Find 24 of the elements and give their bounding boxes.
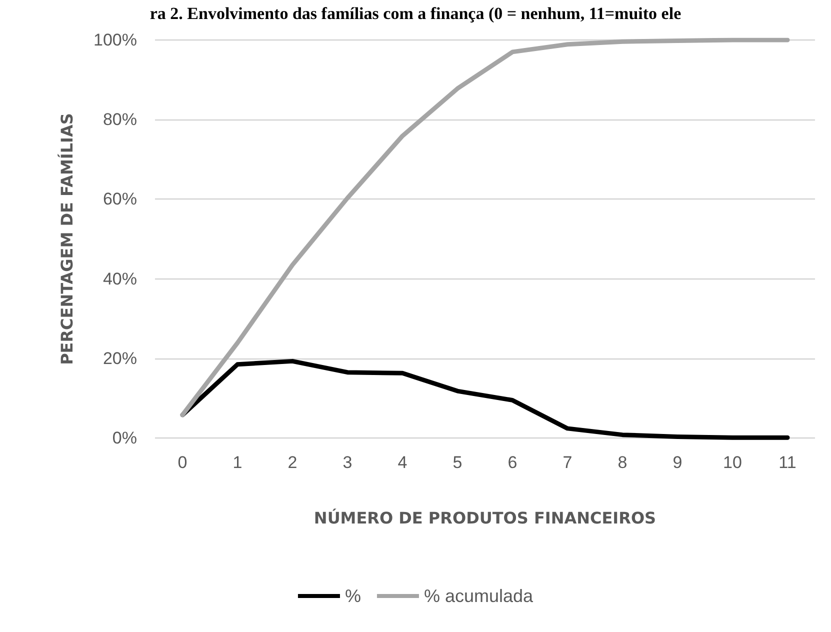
- y-tick-label: 100%: [94, 30, 137, 50]
- chart-title: ra 2. Envolvimento das famílias com a finança (0 = nenhum, 11=muito ele: [150, 4, 682, 23]
- x-tick-label: 4: [398, 453, 408, 472]
- y-tick-label: 0%: [112, 428, 137, 448]
- x-tick-label: 6: [508, 453, 518, 472]
- legend-label: %: [344, 586, 361, 606]
- y-tick-label: 60%: [102, 190, 137, 209]
- legend-label: % acumulada: [424, 586, 534, 606]
- x-axis-title: NÚMERO DE PRODUTOS FINANCEIROS: [314, 508, 656, 528]
- x-tick-label: 11: [778, 453, 796, 472]
- x-tick-label: 1: [232, 453, 242, 472]
- x-tick-label: 10: [723, 453, 742, 472]
- x-tick-label: 0: [178, 453, 188, 472]
- y-tick-label: 40%: [102, 269, 137, 288]
- x-tick-label: 2: [288, 453, 298, 472]
- x-tick-label: 3: [342, 453, 352, 472]
- y-tick-label: 80%: [102, 110, 137, 130]
- y-tick-label: 20%: [102, 348, 137, 368]
- x-tick-label: 8: [618, 453, 628, 472]
- x-tick-label: 9: [672, 453, 682, 472]
- line-series: [180, 38, 790, 418]
- x-tick-label: 5: [452, 453, 462, 472]
- y-axis-title: PERCENTAGEM DE FAMÍLIAS: [58, 113, 76, 365]
- x-tick-label: 7: [562, 453, 572, 472]
